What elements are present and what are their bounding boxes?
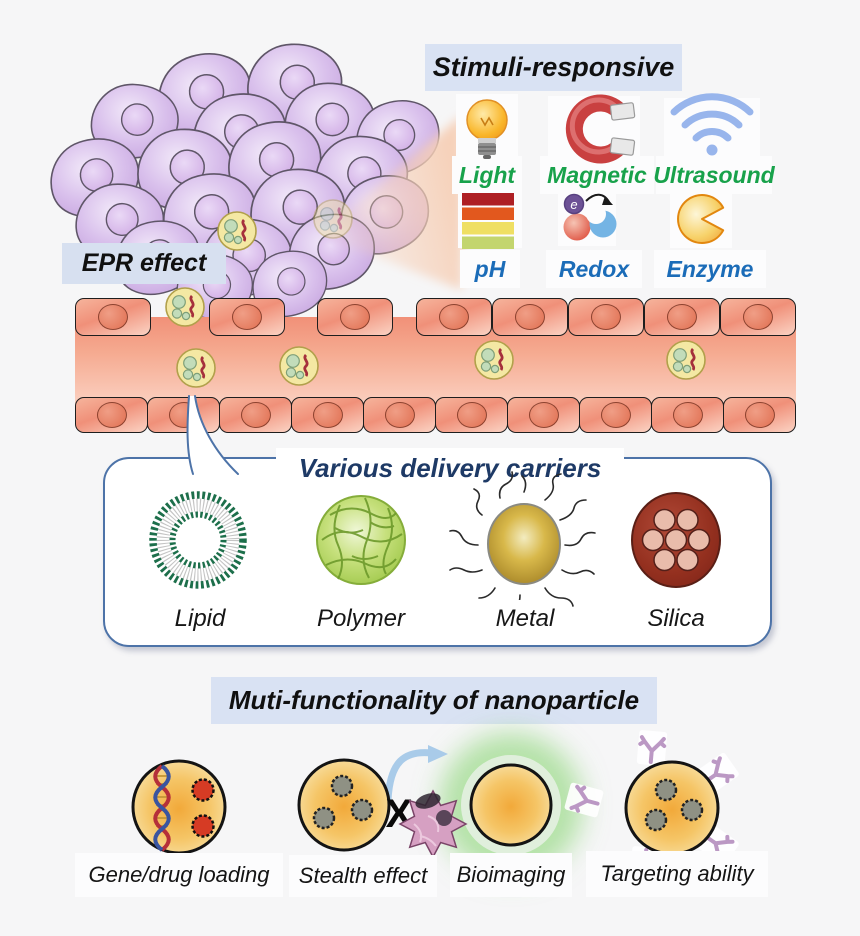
endothelial-cell bbox=[363, 397, 436, 433]
nanoparticle-in-tumor-faded bbox=[312, 198, 354, 240]
endothelial-cell bbox=[209, 298, 285, 336]
light-bulb-icon bbox=[456, 94, 518, 159]
endothelial-cell bbox=[720, 298, 796, 336]
cell-nucleus bbox=[439, 304, 469, 330]
label-bioimaging: Bioimaging bbox=[450, 853, 572, 897]
label-polymer: Polymer bbox=[305, 600, 417, 638]
epr-text: EPR effect bbox=[81, 249, 207, 277]
label-stealth-effect: Stealth effect bbox=[289, 855, 437, 897]
gene-drug-loading-icon bbox=[131, 759, 227, 855]
cell-nucleus bbox=[528, 402, 559, 428]
cell-nucleus bbox=[312, 402, 343, 428]
cell-nucleus bbox=[98, 304, 128, 330]
drug-molecule bbox=[191, 778, 215, 802]
endothelial-cell bbox=[644, 298, 720, 336]
endothelial-cell bbox=[75, 298, 151, 336]
label-metal: Metal bbox=[483, 600, 567, 638]
cell-nucleus bbox=[591, 304, 621, 330]
cell-nucleus bbox=[667, 304, 697, 330]
label-light: Light bbox=[452, 156, 522, 194]
ph-scale-icon bbox=[458, 188, 522, 249]
stimuli-beam bbox=[320, 115, 462, 290]
escape-arrow-head bbox=[428, 745, 448, 763]
endothelial-cell bbox=[435, 397, 508, 433]
endothelial-cell bbox=[317, 298, 393, 336]
functions-header: Muti-functionality of nanoparticle bbox=[211, 677, 657, 724]
stimuli-header: Stimuli-responsive bbox=[425, 44, 682, 91]
stimuli-title: Stimuli-responsive bbox=[432, 52, 675, 82]
cell-nucleus bbox=[168, 402, 199, 428]
cell-nucleus bbox=[96, 402, 127, 428]
label-enzyme: Enzyme bbox=[654, 250, 766, 288]
label-redox: Redox bbox=[546, 250, 642, 288]
epr-effect-label: EPR effect bbox=[62, 243, 226, 284]
cell-nucleus bbox=[744, 402, 775, 428]
ultrasound-waves-icon bbox=[664, 93, 760, 156]
enzyme-pacman-icon bbox=[670, 190, 732, 248]
endothelial-cell bbox=[219, 397, 292, 433]
cell-nucleus bbox=[232, 304, 262, 330]
cell-nucleus bbox=[240, 402, 271, 428]
endothelial-cell bbox=[75, 397, 148, 433]
label-lipid: Lipid bbox=[160, 600, 240, 638]
blocked-x-mark: X bbox=[386, 792, 413, 836]
endothelial-cell bbox=[147, 397, 220, 433]
drug-molecule bbox=[191, 814, 215, 838]
magnet-icon bbox=[548, 94, 640, 164]
redox-electron-icon: e bbox=[558, 188, 617, 246]
label-gene-drug-loading: Gene/drug loading bbox=[75, 853, 283, 897]
bioimaging-glow bbox=[461, 755, 561, 855]
endothelial-cell bbox=[507, 397, 580, 433]
stealth-effect-icon: X bbox=[297, 745, 468, 859]
label-ultrasound: Ultrasound bbox=[653, 156, 775, 194]
cell-nucleus bbox=[340, 304, 370, 330]
electron-e-text: e bbox=[570, 197, 577, 212]
cell-nucleus bbox=[384, 402, 415, 428]
endothelial-cell bbox=[291, 397, 364, 433]
label-ph: pH bbox=[460, 250, 520, 288]
endothelial-cell bbox=[492, 298, 568, 336]
carriers-title: Various delivery carriers bbox=[276, 448, 624, 488]
cell-nucleus bbox=[600, 402, 631, 428]
endothelial-cell bbox=[568, 298, 644, 336]
cell-nucleus bbox=[743, 304, 773, 330]
endothelial-cell bbox=[416, 298, 492, 336]
cell-nucleus bbox=[672, 402, 703, 428]
macrophage-icon bbox=[398, 789, 468, 859]
escape-arrow bbox=[384, 749, 436, 804]
cell-nucleus bbox=[515, 304, 545, 330]
label-silica: Silica bbox=[633, 600, 719, 638]
endothelial-cell bbox=[723, 397, 796, 433]
label-magnetic: Magnetic bbox=[540, 156, 654, 194]
cell-nucleus bbox=[456, 402, 487, 428]
label-targeting-ability: Targeting ability bbox=[586, 851, 768, 897]
endothelial-cell bbox=[651, 397, 724, 433]
endothelial-cell bbox=[579, 397, 652, 433]
